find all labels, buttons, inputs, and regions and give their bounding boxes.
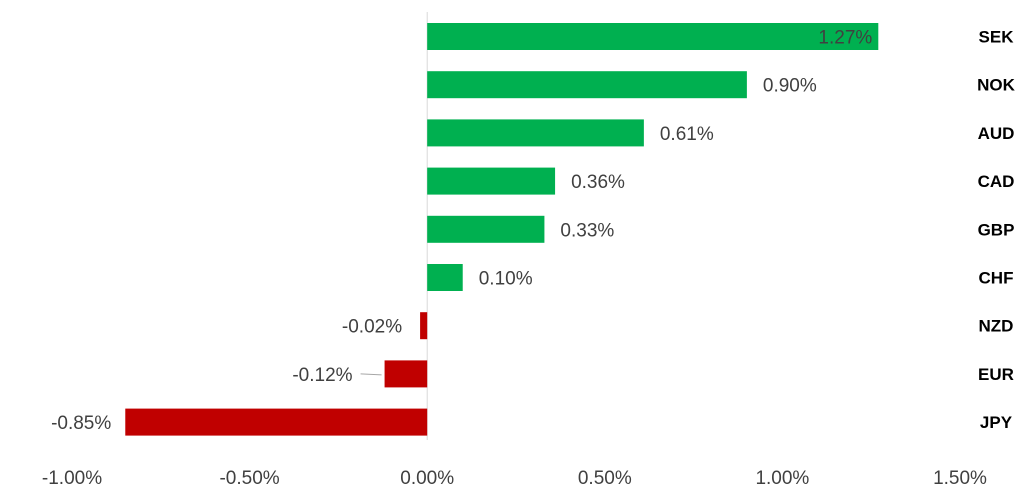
bar-sek (427, 23, 879, 50)
data-label-aud: 0.61% (660, 124, 714, 145)
x-tick-label: 1.50% (933, 468, 987, 489)
category-label-chf: CHF (979, 269, 1014, 288)
data-label-jpy: -0.85% (51, 413, 111, 434)
data-label-chf: 0.10% (479, 269, 533, 290)
data-label-nok: 0.90% (763, 76, 817, 97)
category-label-gbp: GBP (978, 220, 1015, 239)
data-label-cad: 0.36% (571, 172, 625, 193)
x-tick-labels-group: -1.00% -0.50% 0.00% 0.50% 1.00% 1.50% (42, 468, 987, 489)
x-tick-label: -0.50% (219, 468, 279, 489)
bar-nzd (420, 312, 428, 340)
bar-nok (427, 71, 747, 99)
data-label-eur: -0.12% (292, 365, 352, 386)
bar-eur (384, 360, 428, 388)
bars-group (125, 23, 879, 436)
bar-chf (427, 264, 463, 291)
x-tick-label: -1.00% (42, 468, 102, 489)
category-label-aud: AUD (978, 124, 1015, 143)
category-label-nzd: NZD (979, 317, 1014, 336)
bar-aud (427, 119, 644, 147)
category-label-cad: CAD (978, 172, 1015, 191)
x-tick-label: 0.00% (400, 468, 454, 489)
bar-cad (427, 167, 556, 195)
category-label-nok: NOK (977, 76, 1016, 95)
category-labels-group: SEK NOK AUD CAD GBP CHF NZD EUR JPY (977, 28, 1016, 433)
category-label-sek: SEK (979, 28, 1015, 47)
x-tick-label: 1.00% (755, 468, 809, 489)
data-label-sek: 1.27% (818, 28, 872, 49)
data-label-nzd: -0.02% (342, 317, 402, 338)
category-label-eur: EUR (978, 365, 1014, 384)
data-label-gbp: 0.33% (560, 220, 614, 241)
category-label-jpy: JPY (980, 413, 1013, 432)
bar-gbp (427, 215, 545, 243)
x-tick-label: 0.50% (578, 468, 632, 489)
bar-jpy (125, 408, 428, 436)
data-labels-group: 1.27% 0.90% 0.61% 0.36% 0.33% 0.10% -0.02% -0.1… (51, 28, 872, 435)
leader-line-eur (360, 373, 382, 376)
